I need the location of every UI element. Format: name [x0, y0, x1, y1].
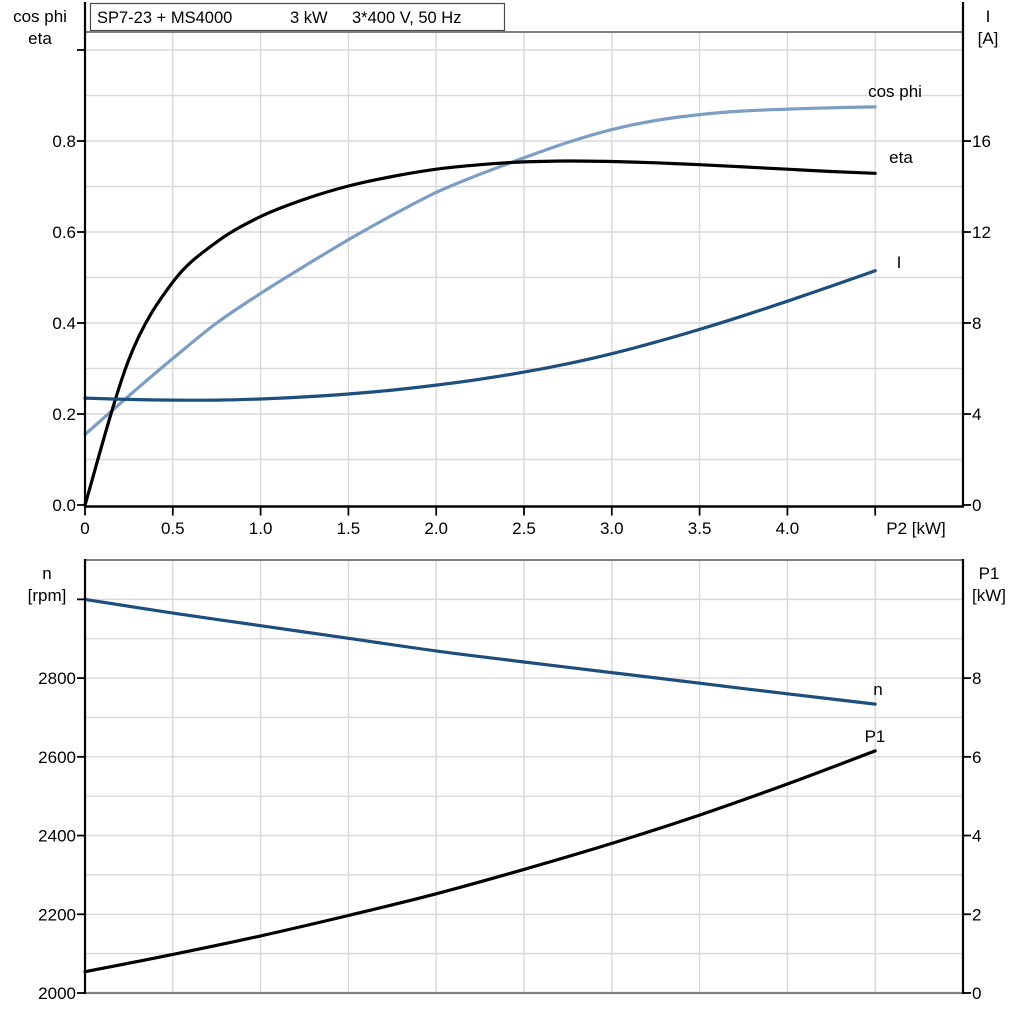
left-tick-label: 2600: [38, 748, 76, 767]
left-tick-label: 0.6: [52, 223, 76, 242]
bottom-chart-curves: n P1: [83, 597, 886, 974]
right-tick-label: 0: [972, 984, 981, 1003]
left-tick-label: 2200: [38, 905, 76, 924]
eta-curve: [83, 159, 877, 507]
left-tick-label: 2400: [38, 827, 76, 846]
speed-curve: [83, 597, 877, 706]
top-chart-axes: 0.0 0.2 0.4 0.6 0.8 0 4 8 12 16 0 0.5 1.0 1.5 2.0 2.5 3.…: [52, 2, 991, 538]
bottom-right-axis-title-line1: P1: [979, 564, 1000, 583]
x-axis-title: P2 [kW]: [886, 519, 946, 538]
bottom-chart-axes: 2000 2200 2400 2600 2800 0 2 4 6 8: [38, 559, 981, 1003]
x-tick-label: 1.0: [249, 519, 273, 538]
eta-curve-label: eta: [889, 148, 913, 167]
right-tick-label: 8: [972, 669, 981, 688]
right-tick-label: 4: [972, 405, 981, 424]
title-voltage-frequency: 3*400 V, 50 Hz: [352, 9, 461, 27]
bottom-chart: n P1 2000 2200 2400 2600 2800 0 2 4 6 8 n [rpm] P1…: [28, 559, 1006, 1003]
x-tick-label: 0: [80, 519, 89, 538]
top-chart-curves: cos phi eta I: [83, 82, 922, 507]
cos-phi-curve-label: cos phi: [868, 82, 922, 101]
bottom-left-axis-title-line1: n: [42, 564, 51, 583]
x-tick-label: 1.5: [337, 519, 361, 538]
cos-phi-curve: [83, 105, 877, 437]
top-right-axis-title-line1: I: [986, 7, 991, 26]
bottom-left-axis-title-line2: [rpm]: [28, 586, 67, 605]
x-tick-label: 2.5: [512, 519, 536, 538]
top-chart: cos phi eta I 0.0 0.2 0.4 0.6 0.8 0 4 8 12 16 0 0.5 1.…: [13, 2, 998, 538]
top-left-axis-title-line2: eta: [28, 29, 52, 48]
left-tick-label: 0.8: [52, 132, 76, 151]
bottom-right-axis-title-line2: [kW]: [972, 586, 1006, 605]
top-chart-grid: [85, 32, 963, 505]
right-tick-label: 16: [972, 132, 991, 151]
title-box: SP7-23 + MS4000 3 kW 3*400 V, 50 Hz: [89, 2, 506, 32]
x-tick-label: 0.5: [161, 519, 185, 538]
right-tick-label: 6: [972, 748, 981, 767]
right-tick-label: 8: [972, 314, 981, 333]
speed-curve-label: n: [873, 680, 882, 699]
x-tick-label: 3.0: [600, 519, 624, 538]
right-tick-label: 4: [972, 827, 981, 846]
right-tick-label: 0: [972, 496, 981, 515]
right-tick-label: 2: [972, 905, 981, 924]
x-tick-label: 3.5: [688, 519, 712, 538]
title-power: 3 kW: [290, 9, 328, 27]
current-curve: [83, 269, 877, 402]
title-box-frame: [89, 2, 506, 32]
left-tick-label: 2800: [38, 669, 76, 688]
top-right-axis-title-line2: [A]: [978, 29, 999, 48]
left-tick-label: 0.4: [52, 314, 76, 333]
x-tick-label: 4.0: [776, 519, 800, 538]
current-curve-label: I: [897, 253, 902, 272]
right-tick-label: 12: [972, 223, 991, 242]
left-tick-label: 0.2: [52, 405, 76, 424]
left-tick-label: 0.0: [52, 496, 76, 515]
x-tick-label: 2.0: [424, 519, 448, 538]
p1-curve-label: P1: [865, 727, 886, 746]
p1-curve: [83, 749, 877, 974]
top-left-axis-title-line1: cos phi: [13, 7, 67, 26]
title-pump-type: SP7-23 + MS4000: [97, 9, 232, 27]
left-tick-label: 2000: [38, 984, 76, 1003]
bottom-chart-grid: [85, 560, 963, 993]
